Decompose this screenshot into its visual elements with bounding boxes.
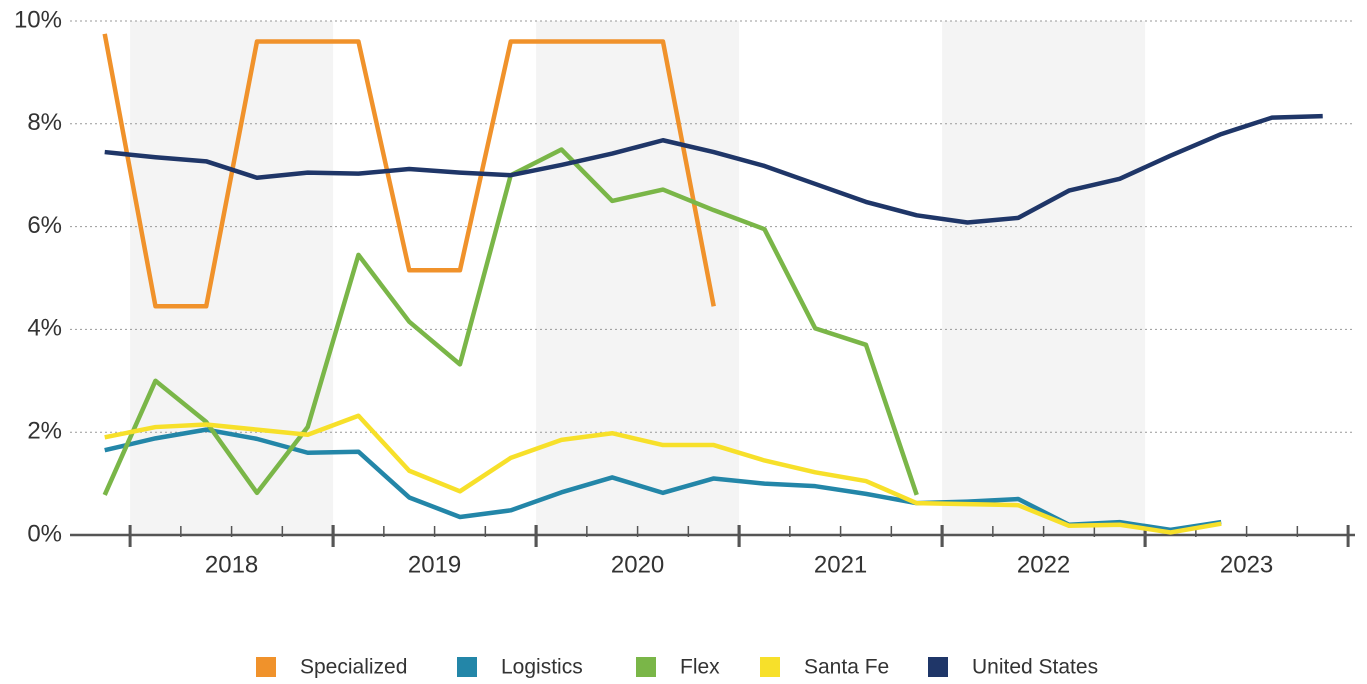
y-tick-label: 8% <box>27 109 62 136</box>
y-tick-label: 10% <box>14 6 62 33</box>
legend-label: United States <box>972 656 1098 679</box>
x-tick-label: 2020 <box>611 551 664 578</box>
legend-label: Logistics <box>501 656 583 679</box>
legend-swatch <box>457 657 477 677</box>
legend-swatch <box>760 657 780 677</box>
x-tick-label: 2023 <box>1220 551 1273 578</box>
series-line <box>104 413 1222 535</box>
x-tick-label: 2019 <box>408 551 461 578</box>
legend-swatch <box>928 657 948 677</box>
x-tick-label: 2018 <box>205 551 258 578</box>
series-line <box>104 113 1323 225</box>
y-tick-label: 4% <box>27 315 62 342</box>
x-tick-label: 2022 <box>1017 551 1070 578</box>
year-band <box>536 21 740 535</box>
legend-label: Specialized <box>300 656 407 679</box>
y-tick-label: 2% <box>27 418 62 445</box>
y-tick-label: 0% <box>27 520 62 547</box>
series-line <box>102 33 716 309</box>
legend-swatch <box>636 657 656 677</box>
legend-swatch <box>256 657 276 677</box>
legend-label: Santa Fe <box>804 656 889 679</box>
x-tick-label: 2021 <box>814 551 867 578</box>
y-tick-label: 6% <box>27 212 62 239</box>
legend-label: Flex <box>680 656 720 679</box>
year-band <box>942 21 1146 535</box>
